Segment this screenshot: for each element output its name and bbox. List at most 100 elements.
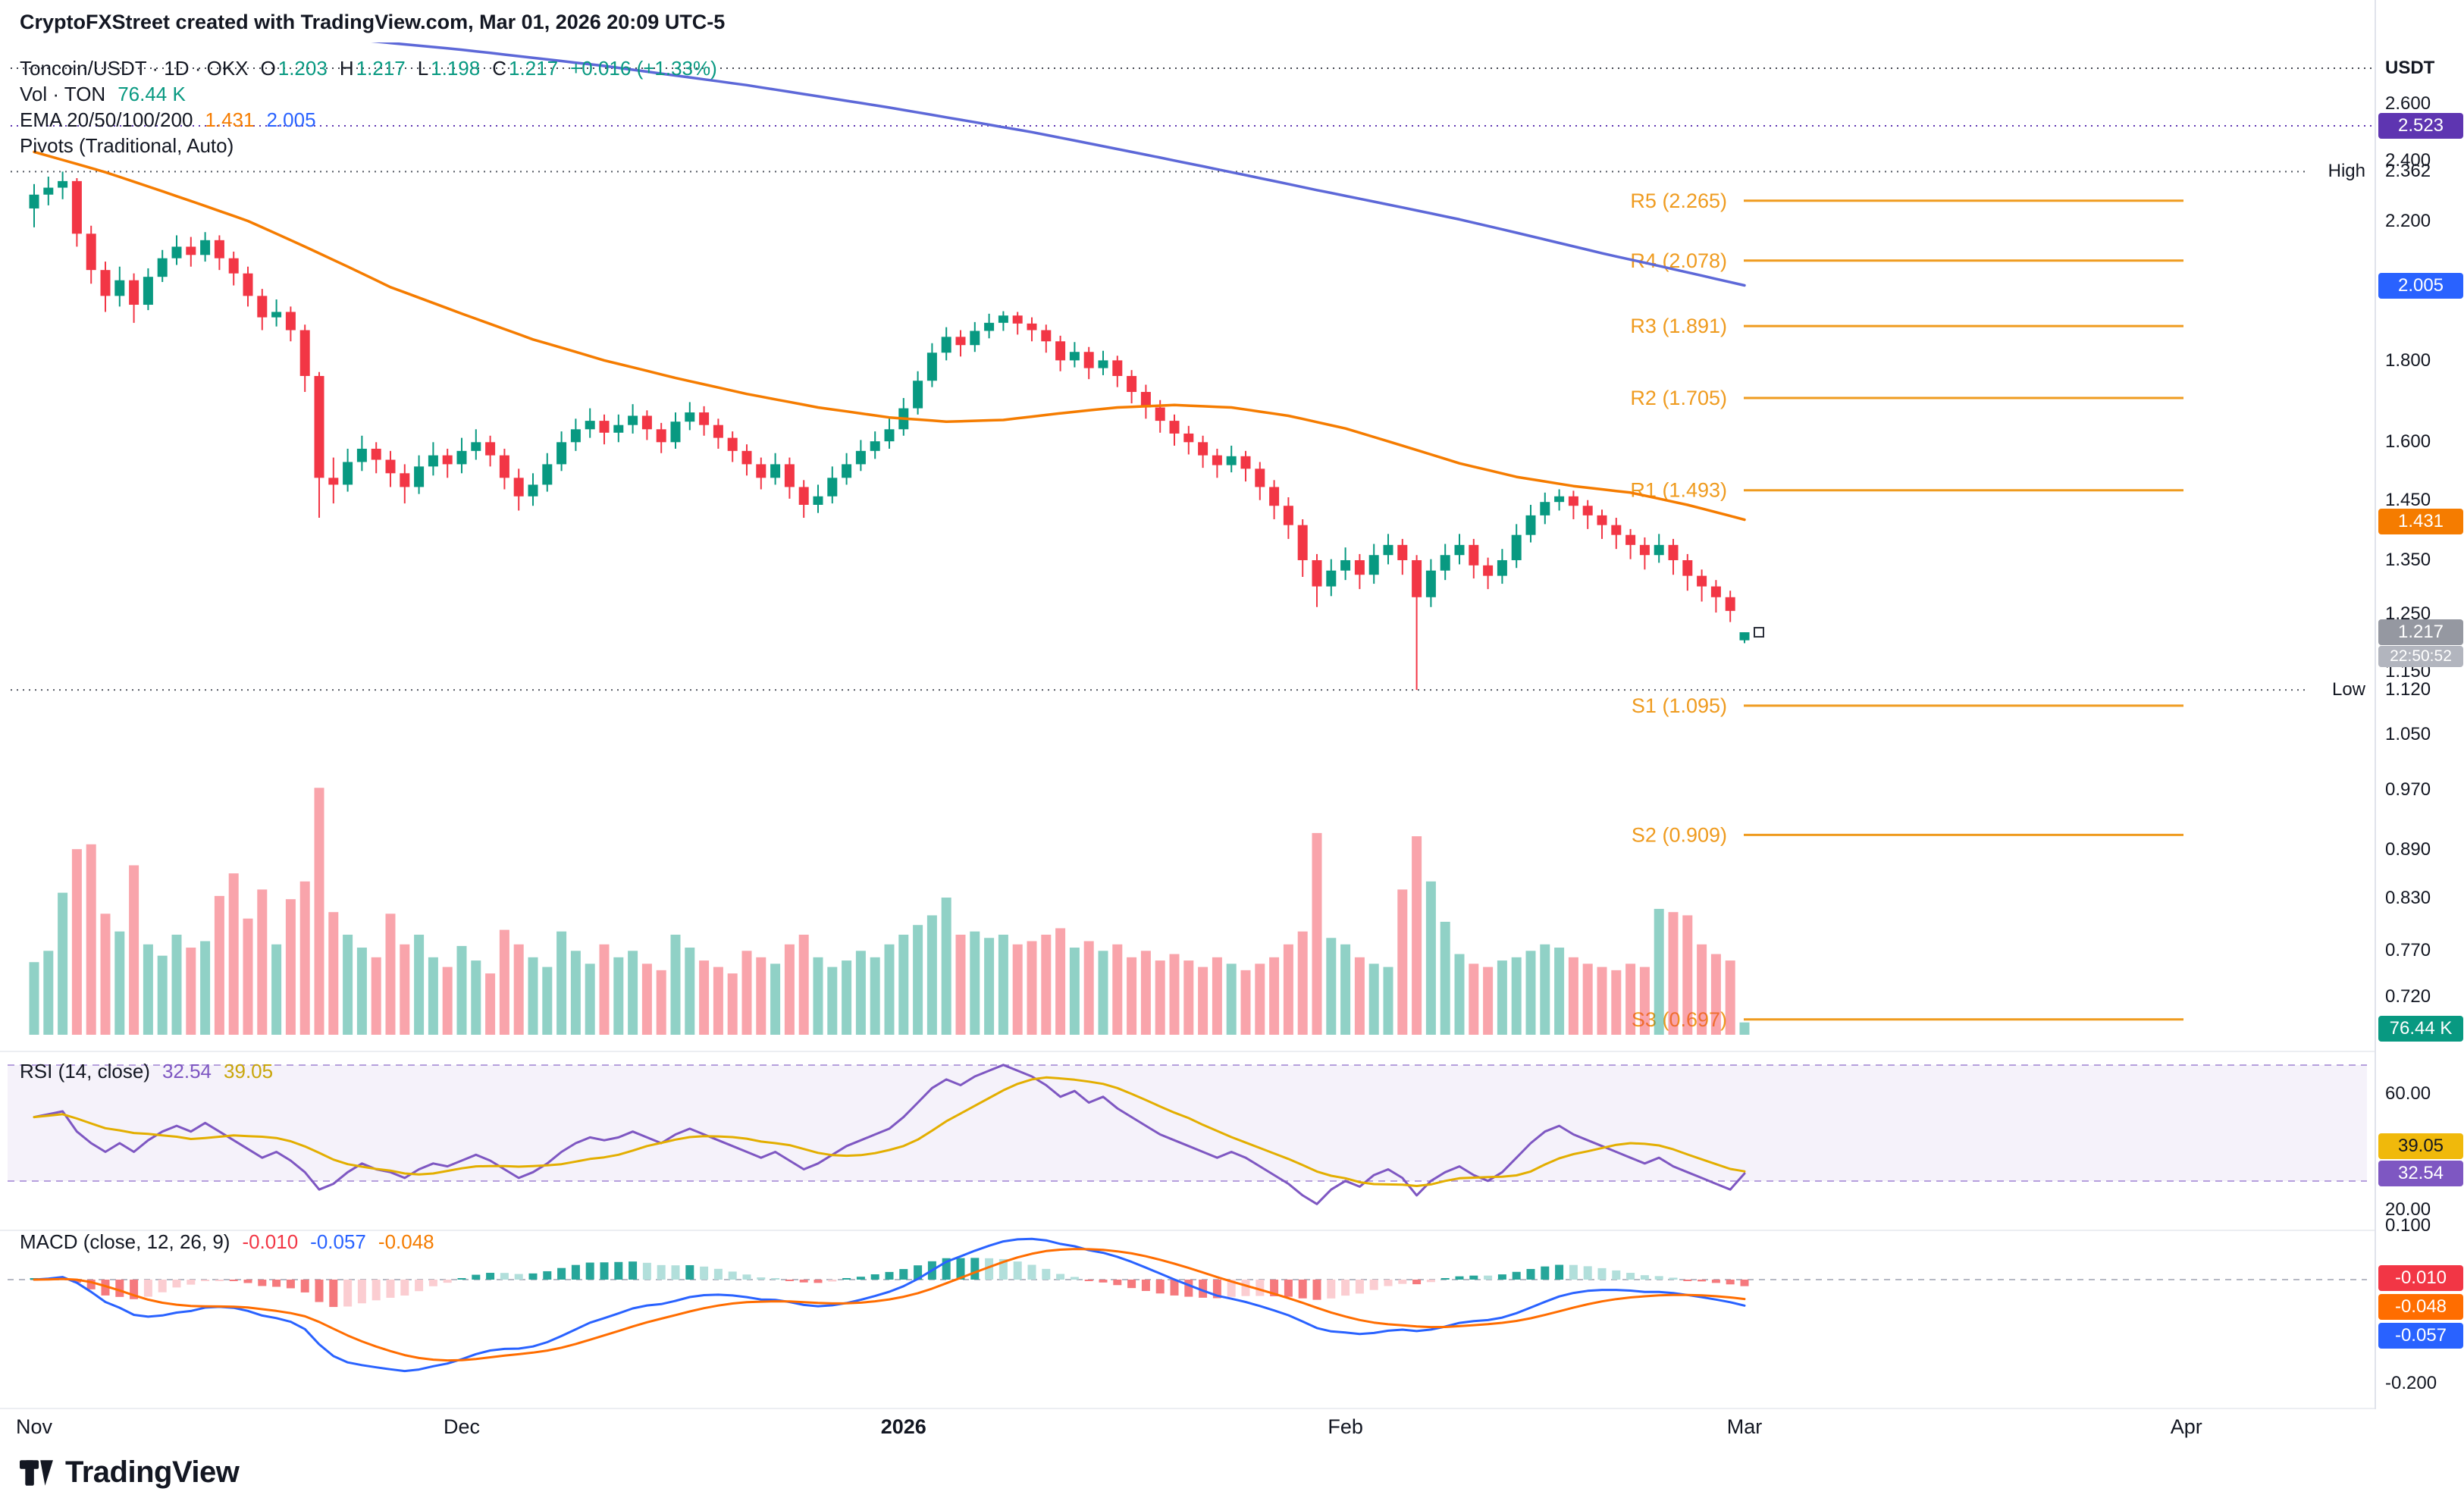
pane-separator-macd[interactable]	[0, 1230, 2464, 1231]
rsi-label: RSI (14, close)	[20, 1060, 150, 1083]
price-axis-label-1.800: 1.800	[2385, 350, 2431, 371]
price-axis-badge-1.217: 1.217	[2378, 619, 2463, 645]
pivot-label-R1: R1 (1.493)	[1630, 479, 1727, 502]
macd-histogram	[30, 1258, 1749, 1308]
time-axis-label-Mar: Mar	[1726, 1415, 1763, 1438]
ohlc-low: L 1.198	[418, 56, 481, 80]
price-axis-badge-76.44 K: 76.44 K	[2378, 1016, 2463, 1042]
pivot-label-S3: S3 (0.697)	[1632, 1008, 1727, 1031]
volume-value: 76.44 K	[118, 83, 186, 105]
close-value: 1.217	[509, 57, 559, 80]
rsi-ma-line	[33, 1076, 1746, 1187]
price-axis-label-1.600: 1.600	[2385, 431, 2431, 452]
price-axis[interactable]: USDT 2.600 2.400 2.200 1.800 1.600 1.450 1.350 1…	[2375, 0, 2464, 1433]
close-label: C	[492, 57, 507, 80]
price-axis-badge--0.010: -0.010	[2378, 1265, 2463, 1291]
ema-value-blue: 2.005	[266, 108, 316, 131]
price-axis-label-0.770: 0.770	[2385, 940, 2431, 960]
macd-line-value: -0.057	[310, 1230, 366, 1253]
rsi-value: 32.54	[161, 1060, 212, 1083]
rsi-line	[33, 1064, 1746, 1205]
pivot-label-R2: R2 (1.705)	[1630, 387, 1727, 409]
ohlc-open: O 1.203	[261, 56, 328, 80]
pivot-levels: R5 (2.265) R4 (2.078) R3 (1.891) R2 (1.705)…	[1630, 190, 2183, 1031]
rsi-ma-value: 39.05	[224, 1060, 274, 1083]
price-axis-badge-1.431: 1.431	[2378, 509, 2463, 534]
low-value: 1.198	[431, 57, 481, 80]
price-axis-label-0.970: 0.970	[2385, 779, 2431, 800]
pivot-label-S2: S2 (0.909)	[1632, 823, 1727, 846]
low-price-value: 1.120	[2385, 679, 2431, 700]
high-label: H	[339, 57, 354, 80]
price-axis-label-2.600: 2.600	[2385, 93, 2431, 114]
time-axis-label-Feb: Feb	[1328, 1415, 1363, 1438]
volume-series	[29, 788, 1750, 1035]
price-axis-label-60.00: 60.00	[2385, 1083, 2431, 1104]
ema-legend-row[interactable]: EMA 20/50/100/200 1.431 2.005	[20, 108, 316, 132]
macd-hist-value: -0.010	[242, 1230, 299, 1253]
low-label: L	[417, 57, 429, 80]
time-axis-label-2026: 2026	[880, 1415, 926, 1438]
macd-signal-value: -0.048	[378, 1230, 434, 1253]
macd-signal-line	[33, 1248, 1746, 1362]
time-axis[interactable]: Nov Dec 2026 Feb Mar Apr	[0, 1409, 2464, 1446]
price-axis-badge-22:50:52: 22:50:52	[2378, 646, 2463, 667]
price-axis-badge--0.048: -0.048	[2378, 1294, 2463, 1320]
price-axis-badge-32.54: 32.54	[2378, 1161, 2463, 1186]
price-axis-label-0.100: 0.100	[2385, 1215, 2431, 1236]
pivot-label-R4: R4 (2.078)	[1630, 249, 1727, 272]
rsi-legend-row[interactable]: RSI (14, close) 32.54 39.05	[20, 1059, 273, 1083]
time-axis-label-Dec: Dec	[443, 1415, 481, 1438]
volume-label: Vol · TON	[20, 83, 106, 105]
price-axis-label-0.720: 0.720	[2385, 986, 2431, 1007]
time-axis-label-Nov: Nov	[15, 1415, 53, 1438]
pane-separator-rsi[interactable]	[0, 1051, 2464, 1052]
ohlc-close: C 1.217	[492, 56, 558, 80]
price-axis-label-0.890: 0.890	[2385, 839, 2431, 860]
pivots-legend-row[interactable]: Pivots (Traditional, Auto)	[20, 133, 234, 158]
ema-value-orange: 1.431	[205, 108, 255, 131]
price-axis-label-0.830: 0.830	[2385, 888, 2431, 908]
time-axis-label-Apr: Apr	[2170, 1415, 2202, 1438]
pivots-label: Pivots (Traditional, Auto)	[20, 134, 234, 157]
macd-legend-row[interactable]: MACD (close, 12, 26, 9) -0.010 -0.057 -0…	[20, 1230, 434, 1254]
price-axis-label-20.00: 20.00	[2385, 1199, 2431, 1220]
tradingview-branding[interactable]: TradingView	[20, 1455, 240, 1490]
ema-blue-line	[371, 42, 1746, 287]
price-axis-badge-2.005: 2.005	[2378, 273, 2463, 299]
price-axis-label-2.200: 2.200	[2385, 211, 2431, 231]
last-price-marker	[1754, 627, 1764, 638]
tradingview-logo-text: TradingView	[65, 1455, 240, 1489]
pivot-label-R5: R5 (2.265)	[1630, 190, 1727, 212]
tradingview-logo-icon	[20, 1459, 53, 1486]
price-axis-label-1.450: 1.450	[2385, 490, 2431, 510]
price-axis-badge-39.05: 39.05	[2378, 1133, 2463, 1159]
pivot-label-S1: S1 (1.095)	[1632, 694, 1727, 717]
macd-line	[33, 1237, 1746, 1373]
ema-orange-line	[33, 150, 1746, 522]
symbol-title[interactable]: Toncoin/USDT · 1D · OKX	[20, 57, 249, 80]
pane-separator-timeaxis	[0, 1408, 2464, 1409]
price-axis-badge-2.523: 2.523	[2378, 113, 2463, 139]
price-axis-label--0.200: -0.200	[2385, 1373, 2437, 1393]
ema-label: EMA 20/50/100/200	[20, 108, 193, 131]
open-value: 1.203	[277, 57, 328, 80]
macd-label: MACD (close, 12, 26, 9)	[20, 1230, 230, 1253]
change-value: +0.016 (+1.33%)	[570, 57, 717, 80]
high-price-value: 2.362	[2385, 161, 2431, 181]
ohlc-high: H 1.217	[340, 56, 406, 80]
open-label: O	[260, 57, 276, 80]
watermark-note: CryptoFXStreet created with TradingView.…	[20, 11, 726, 33]
price-axis-label-2.400: 2.400	[2385, 150, 2431, 171]
price-axis-label-1.050: 1.050	[2385, 724, 2431, 744]
high-value: 1.217	[356, 57, 406, 80]
price-axis-label-1.350: 1.350	[2385, 550, 2431, 570]
price-axis-badge--0.057: -0.057	[2378, 1323, 2463, 1349]
volume-legend-row[interactable]: Vol · TON 76.44 K	[20, 82, 186, 106]
pivot-label-R3: R3 (1.891)	[1630, 315, 1727, 337]
price-axis-label-USDT: USDT	[2385, 58, 2435, 78]
